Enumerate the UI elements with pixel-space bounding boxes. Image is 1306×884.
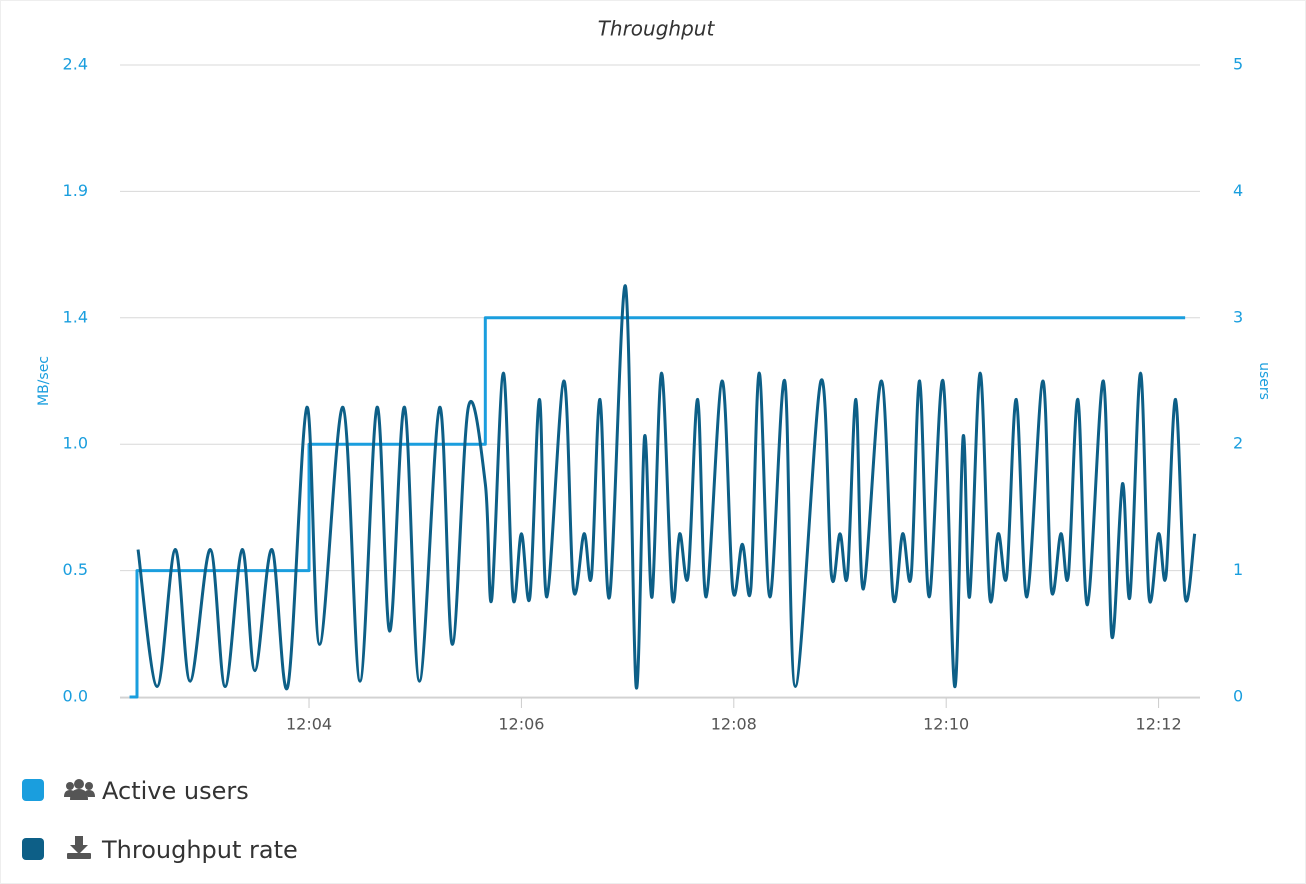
y-tick-label: 1.0 [63,434,88,453]
users-icon [64,779,95,800]
y2-tick-label: 2 [1233,434,1243,453]
y-tick-label: 0.5 [63,560,88,579]
x-tick-label: 12:06 [498,715,544,734]
y-tick-label: 2.4 [63,55,88,74]
legend-swatch [22,838,44,860]
series-line [136,284,1197,691]
y-tick-label: 1.4 [63,307,88,326]
chart-title: Throughput [598,17,716,41]
y2-tick-label: 0 [1233,687,1243,706]
y-tick-label: 1.9 [63,181,88,200]
x-tick-label: 12:08 [711,715,757,734]
y-axis-label: MB/sec [36,356,52,406]
y-tick-label: 0.0 [63,687,88,706]
legend-label: Active users [102,777,249,805]
y2-tick-label: 1 [1233,560,1243,579]
x-tick-label: 12:10 [923,715,969,734]
legend: Active users Throughput rate [22,777,298,864]
legend-label: Throughput rate [101,836,298,864]
y2-tick-label: 5 [1233,55,1243,74]
y2-tick-label: 4 [1233,181,1243,200]
x-tick-label: 12:12 [1136,715,1182,734]
y2-axis-label: users [1256,362,1272,400]
series-line [129,316,1186,699]
y2-tick-label: 3 [1233,307,1243,326]
x-tick-label: 12:04 [286,715,332,734]
download-icon [67,836,91,859]
legend-swatch [22,779,44,801]
